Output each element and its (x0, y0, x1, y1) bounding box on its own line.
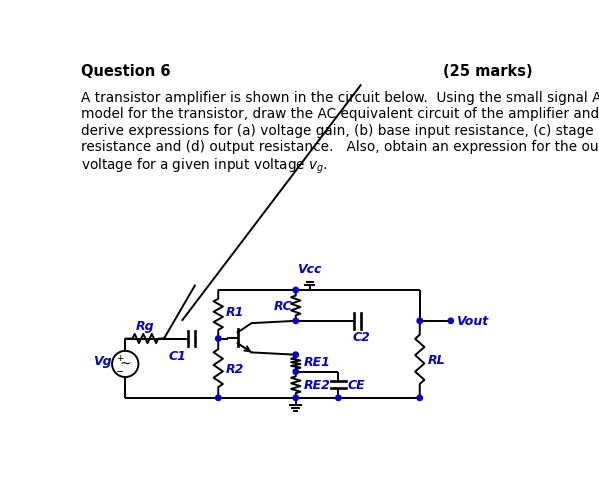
Text: Rg: Rg (136, 320, 155, 333)
Text: Vout: Vout (456, 315, 488, 328)
Circle shape (417, 396, 422, 401)
Circle shape (293, 396, 298, 401)
Text: RE2: RE2 (304, 378, 331, 391)
Circle shape (448, 318, 453, 324)
Circle shape (293, 352, 298, 358)
Text: RL: RL (428, 353, 445, 366)
Text: R1: R1 (226, 305, 244, 318)
Text: RE1: RE1 (304, 355, 331, 368)
Circle shape (216, 396, 221, 401)
Text: ~: ~ (119, 356, 131, 370)
Circle shape (293, 318, 298, 324)
Circle shape (293, 369, 298, 374)
Text: −: − (116, 366, 124, 376)
Text: model for the transistor, draw the AC equivalent circuit of the amplifier and: model for the transistor, draw the AC eq… (81, 107, 599, 121)
Text: CE: CE (347, 378, 365, 391)
Text: Vg: Vg (93, 355, 111, 368)
Text: resistance and (d) output resistance.   Also, obtain an expression for the outpu: resistance and (d) output resistance. Al… (81, 140, 599, 154)
Circle shape (335, 396, 341, 401)
Text: voltage for a given input voltage $v_g$.: voltage for a given input voltage $v_g$. (81, 157, 328, 176)
Text: +: + (116, 353, 123, 362)
Text: R2: R2 (226, 362, 244, 375)
Text: Vcc: Vcc (298, 262, 322, 275)
Text: RC: RC (274, 300, 293, 312)
Circle shape (417, 318, 422, 324)
Text: A transistor amplifier is shown in the circuit below.  Using the small signal AC: A transistor amplifier is shown in the c… (81, 91, 599, 105)
Circle shape (293, 288, 298, 293)
Text: C1: C1 (169, 349, 187, 362)
Text: C2: C2 (353, 330, 371, 343)
Text: (25 marks): (25 marks) (443, 64, 533, 79)
Text: Question 6: Question 6 (81, 64, 171, 79)
Circle shape (216, 336, 221, 342)
Text: derive expressions for (a) voltage gain, (b) base input resistance, (c) stage in: derive expressions for (a) voltage gain,… (81, 124, 599, 138)
